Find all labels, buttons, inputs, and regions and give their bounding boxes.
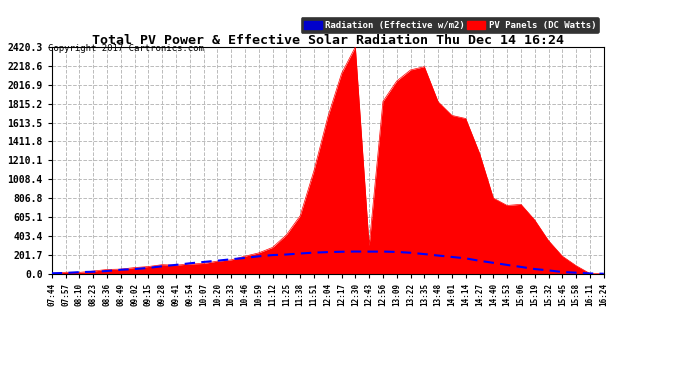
Title: Total PV Power & Effective Solar Radiation Thu Dec 14 16:24: Total PV Power & Effective Solar Radiati… [92, 34, 564, 47]
Text: Copyright 2017 Cartronics.com: Copyright 2017 Cartronics.com [48, 44, 204, 52]
Legend: Radiation (Effective w/m2), PV Panels (DC Watts): Radiation (Effective w/m2), PV Panels (D… [301, 17, 599, 33]
